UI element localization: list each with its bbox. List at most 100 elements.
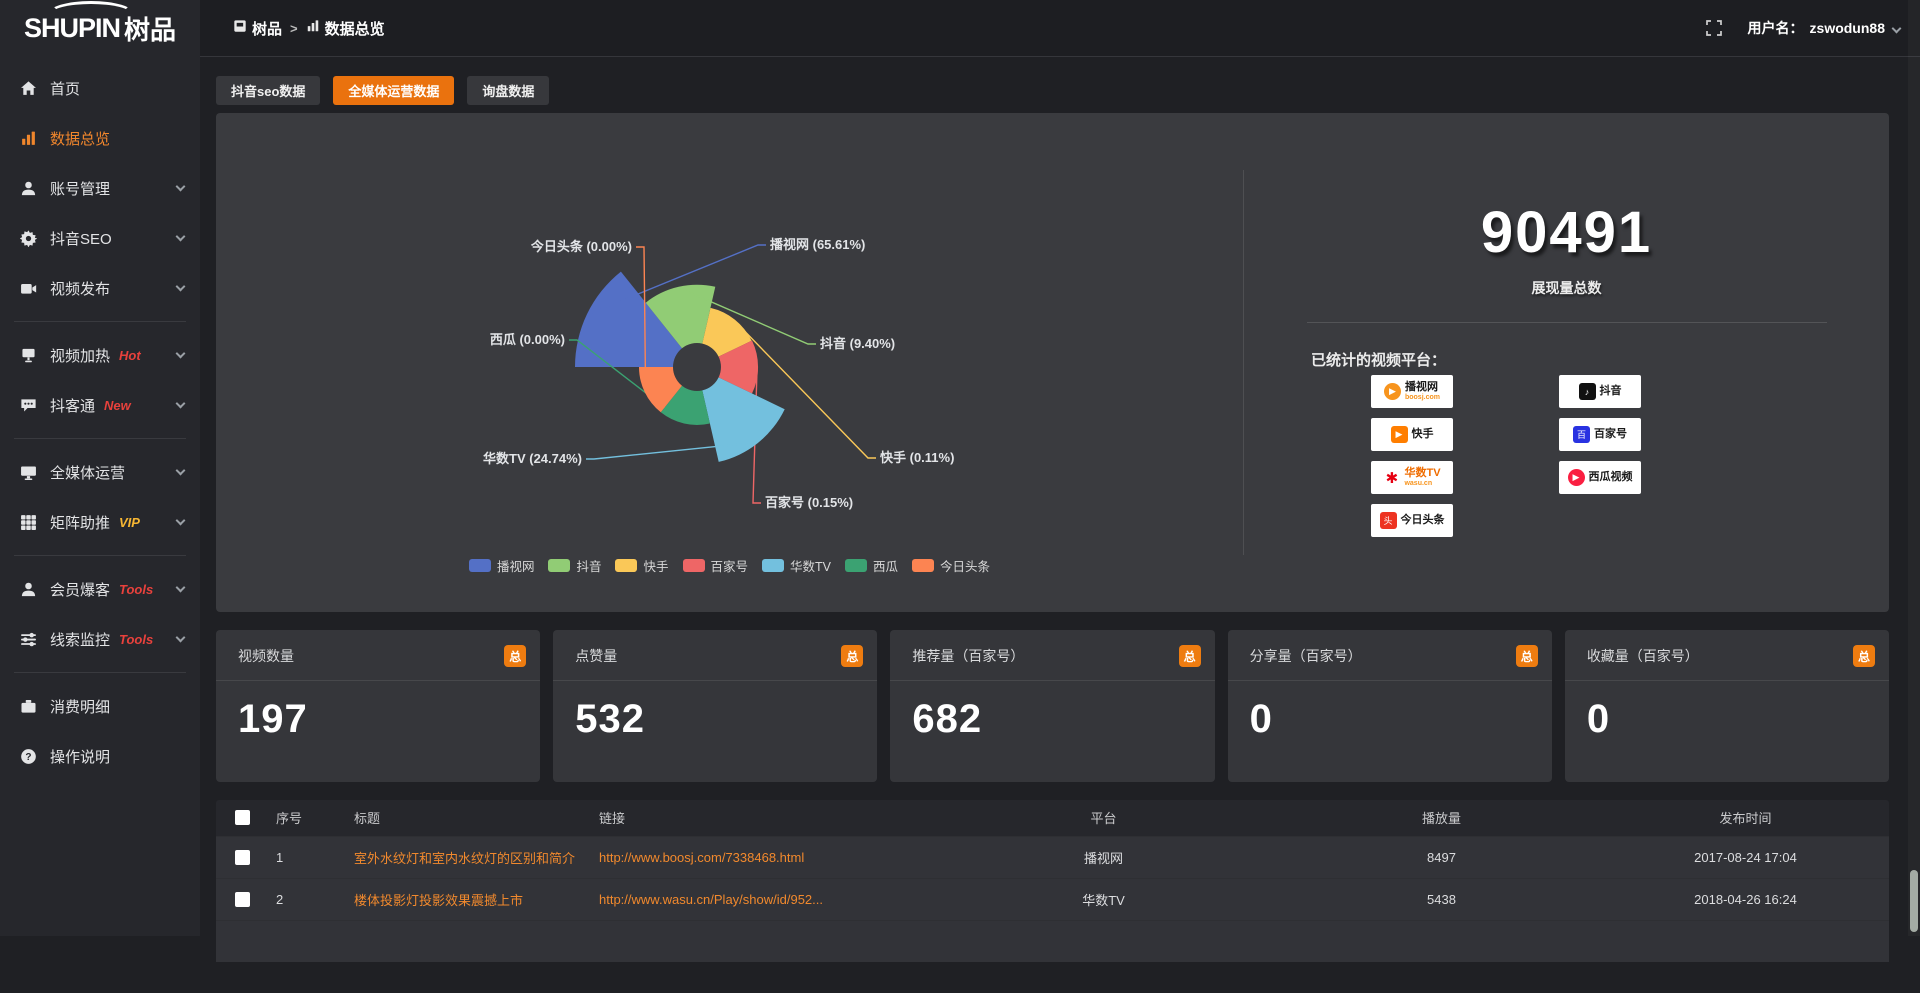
legend-item-快手[interactable]: 快手 [615,556,668,575]
legend-item-西瓜[interactable]: 西瓜 [845,556,898,575]
card-total-badge[interactable]: 总 [841,645,863,667]
platform-badge-今日头条[interactable]: 头 今日头条 [1371,504,1453,537]
platform-name: 西瓜视频 [1589,472,1633,484]
row-checkbox[interactable] [235,850,250,865]
legend-swatch [683,559,705,572]
card-title: 点赞量 [575,646,617,666]
tab-抖音seo数据[interactable]: 抖音seo数据 [216,76,320,105]
boosj-logo: ▶ [1384,383,1401,400]
sidebar-item-消费明细[interactable]: 消费明细 [0,681,200,731]
card-header: 推荐量（百家号） 总 [890,630,1214,667]
legend-item-播视网[interactable]: 播视网 [469,556,535,575]
sidebar-item-数据总览[interactable]: 数据总览 [0,113,200,163]
cell-index: 1 [268,836,346,878]
sidebar-item-label: 抖音SEO [50,228,112,249]
sidebar-item-label: 视频发布 [50,278,110,299]
col-platform: 平台 [926,800,1281,836]
video-upload-icon [20,280,37,297]
sidebar-item-label: 账号管理 [50,178,110,199]
impressions-summary: 90491 展现量总数 已统计的视频平台： ▶ 播视网 boosj.com ♪ … [1244,113,1889,612]
platform-share-rose-chart[interactable]: 播视网 (65.61%)抖音 (9.40%)快手 (0.11%)百家号 (0.1… [216,113,1243,612]
card-total-badge[interactable]: 总 [1179,645,1201,667]
cell-title[interactable]: 楼体投影灯投影效果震撼上市 [346,878,591,920]
username-label: 用户名： [1748,18,1804,38]
platform-badge-播视网[interactable]: ▶ 播视网 boosj.com [1371,375,1453,408]
sidebar-item-首页[interactable]: 首页 [0,63,200,113]
video-table: 序号 标题 链接 平台 播放量 发布时间 1 室外水纹灯和室内水纹灯的区别和简介… [216,800,1889,962]
sidebar-item-tag: New [104,398,131,413]
app-logo[interactable]: SHUPIN 树品 [0,0,200,57]
legend-swatch [469,559,491,572]
legend-item-抖音[interactable]: 抖音 [548,556,601,575]
chevron-down-icon [176,281,186,291]
cell-title[interactable]: 室外水纹灯和室内水纹灯的区别和简介 [346,836,591,878]
stat-card-视频数量: 视频数量 总 197 [216,630,540,782]
sidebar-item-账号管理[interactable]: 账号管理 [0,163,200,213]
chevron-down-icon [176,632,186,642]
user-menu[interactable]: 用户名：zswodun88 [1748,18,1900,38]
legend-item-今日头条[interactable]: 今日头条 [912,556,990,575]
platform-badge-抖音[interactable]: ♪ 抖音 [1559,375,1641,408]
gear-icon [20,230,37,247]
breadcrumb-item-数据总览[interactable]: 数据总览 [306,18,385,39]
cell-link[interactable]: http://www.wasu.cn/Play/show/id/952... [591,878,926,920]
sidebar-item-视频发布[interactable]: 视频发布 [0,263,200,313]
platform-badge-华数TV[interactable]: ✱ 华数TV wasu.cn [1371,461,1453,494]
platform-name: 百家号 [1594,429,1627,441]
fullscreen-icon[interactable] [1706,20,1722,36]
scrollbar-thumb[interactable] [1910,870,1918,932]
platform-badge-西瓜视频[interactable]: ▶ 西瓜视频 [1559,461,1641,494]
table-header-row: 序号 标题 链接 平台 播放量 发布时间 [216,800,1889,836]
legend-item-百家号[interactable]: 百家号 [683,556,749,575]
user-icon [20,180,37,197]
col-index: 序号 [268,800,346,836]
breadcrumb-label: 数据总览 [325,18,385,39]
cell-index: 2 [268,878,346,920]
douyin-logo: ♪ [1579,383,1596,400]
data-tabs: 抖音seo数据全媒体运营数据询盘数据 [216,76,549,105]
col-time: 发布时间 [1602,800,1889,836]
summary-divider [1307,322,1827,323]
table-row-partial [216,920,1889,962]
card-title: 收藏量（百家号） [1587,646,1699,666]
select-all-checkbox[interactable] [235,810,250,825]
tab-全媒体运营数据[interactable]: 全媒体运营数据 [333,76,454,105]
platform-name: 抖音 [1600,386,1622,398]
platform-name: 今日头条 [1401,515,1445,527]
sidebar-item-tag: VIP [119,515,140,530]
sidebar-item-全媒体运营[interactable]: 全媒体运营 [0,447,200,497]
legend-item-华数TV[interactable]: 华数TV [762,556,831,575]
breadcrumb-item-树品[interactable]: 树品 [233,18,282,39]
chevron-down-icon [176,515,186,525]
chevron-down-icon [176,231,186,241]
row-checkbox[interactable] [235,892,250,907]
sidebar-item-操作说明[interactable]: ? 操作说明 [0,731,200,781]
page-scrollbar[interactable] [1908,0,1920,936]
platform-badge-快手[interactable]: ▶ 快手 [1371,418,1453,451]
tab-询盘数据[interactable]: 询盘数据 [467,76,549,105]
card-total-badge[interactable]: 总 [1853,645,1875,667]
rose-slice-华数TV[interactable] [702,377,784,462]
card-total-badge[interactable]: 总 [1516,645,1538,667]
overview-panel: 播视网 (65.61%)抖音 (9.40%)快手 (0.11%)百家号 (0.1… [216,113,1889,612]
sidebar-item-tag: Tools [119,582,153,597]
cell-link[interactable]: http://www.boosj.com/7338468.html [591,836,926,878]
baijiahao-logo: 百 [1573,426,1590,443]
platform-badge-百家号[interactable]: 百 百家号 [1559,418,1641,451]
wasu-logo: ✱ [1383,469,1400,486]
sidebar-item-label: 全媒体运营 [50,462,125,483]
platform-name: 播视网 [1405,382,1440,394]
chevron-down-icon [176,181,186,191]
sidebar-item-label: 首页 [50,78,80,99]
app-icon [233,19,247,37]
col-title: 标题 [346,800,591,836]
sidebar-item-抖音SEO[interactable]: 抖音SEO [0,213,200,263]
chat-icon [20,397,37,414]
card-total-badge[interactable]: 总 [504,645,526,667]
